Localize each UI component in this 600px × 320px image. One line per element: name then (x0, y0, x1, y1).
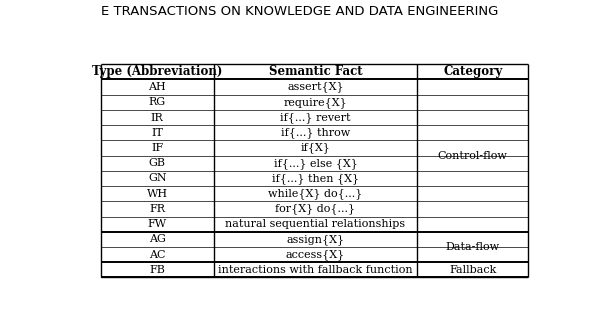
Text: FW: FW (148, 219, 167, 229)
Text: IF: IF (151, 143, 163, 153)
Text: natural sequential relationships: natural sequential relationships (226, 219, 406, 229)
Text: access{X}: access{X} (286, 249, 345, 260)
Text: Category: Category (443, 65, 502, 78)
Text: Semantic Fact: Semantic Fact (269, 65, 362, 78)
Text: interactions with fallback function: interactions with fallback function (218, 265, 413, 275)
Text: assert{X}: assert{X} (287, 82, 344, 92)
Text: WH: WH (146, 189, 168, 199)
Text: assign{X}: assign{X} (286, 234, 344, 245)
Text: if{...} else {X}: if{...} else {X} (274, 158, 358, 169)
Text: FR: FR (149, 204, 165, 214)
Text: if{X}: if{X} (301, 143, 331, 153)
Text: RG: RG (149, 97, 166, 107)
Text: Data-flow: Data-flow (446, 242, 500, 252)
Text: IR: IR (151, 113, 164, 123)
Text: IT: IT (151, 128, 163, 138)
Text: if{...} revert: if{...} revert (280, 112, 351, 123)
Text: E TRANSACTIONS ON KNOWLEDGE AND DATA ENGINEERING: E TRANSACTIONS ON KNOWLEDGE AND DATA ENG… (101, 5, 499, 18)
Text: for{X} do{...}: for{X} do{...} (275, 204, 356, 214)
Text: while{X} do{...}: while{X} do{...} (268, 188, 363, 199)
Text: FB: FB (149, 265, 165, 275)
Text: Fallback: Fallback (449, 265, 496, 275)
Text: if{...} throw: if{...} throw (281, 127, 350, 138)
Text: if{...} then {X}: if{...} then {X} (272, 173, 359, 184)
Text: GB: GB (149, 158, 166, 168)
Text: Control-flow: Control-flow (438, 151, 508, 161)
Text: require{X}: require{X} (284, 97, 347, 108)
Text: AH: AH (148, 82, 166, 92)
Text: AG: AG (149, 234, 166, 244)
Text: Type (Abbreviation): Type (Abbreviation) (92, 65, 223, 78)
Text: GN: GN (148, 173, 167, 183)
Text: AC: AC (149, 250, 166, 260)
